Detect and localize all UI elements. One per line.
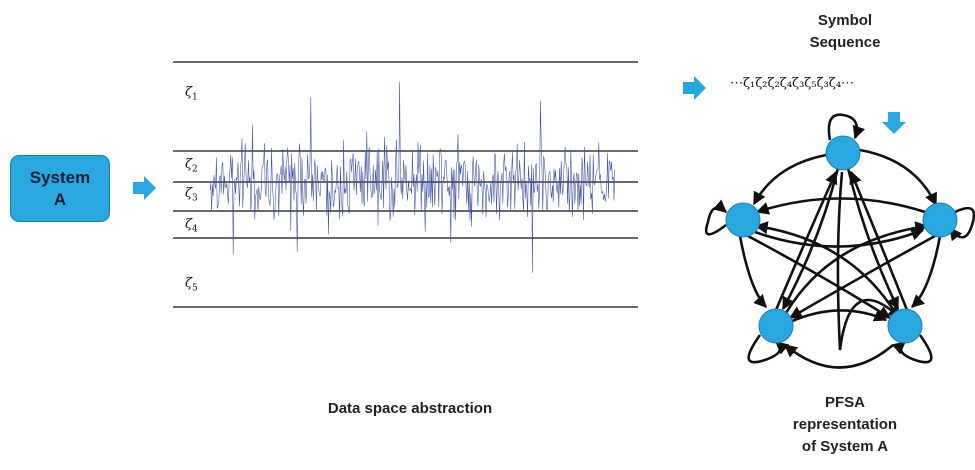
pfsa-node-left [725,202,761,238]
arrow-to-sequence [683,76,706,100]
symbol-sequence-title: Symbol Sequence [809,12,881,51]
pfsa-label: PFSA representation of System A [792,394,898,455]
partition-label-3: ζ3 [185,186,198,204]
arrow-to-signal [133,176,156,200]
system-box-line2: A [53,189,67,209]
arrow-to-pfsa [882,112,906,134]
system-a-box: System A [10,155,110,222]
system-box-line1: System [29,167,91,187]
pfsa-graph [704,113,975,369]
pfsa-node-right [922,202,958,238]
pfsa-node-bottom-right [887,308,923,344]
partition-label-5: ζ5 [185,276,198,294]
partition-label-4: ζ4 [185,217,198,235]
symbol-sequence-text: ⋯ζ₁ζ₂ζ₂ζ₄ζ₃ζ₅ζ₃ζ₄⋯ [730,76,855,91]
partition-label-1: ζ1 [185,85,198,103]
partition-label-2: ζ2 [185,157,198,175]
time-series-signal [209,82,616,273]
pfsa-node-top [825,135,861,171]
data-space-label: Data space abstraction [327,400,493,417]
pfsa-node-bottom-left [758,308,794,344]
pfsa-nodes [725,135,958,344]
